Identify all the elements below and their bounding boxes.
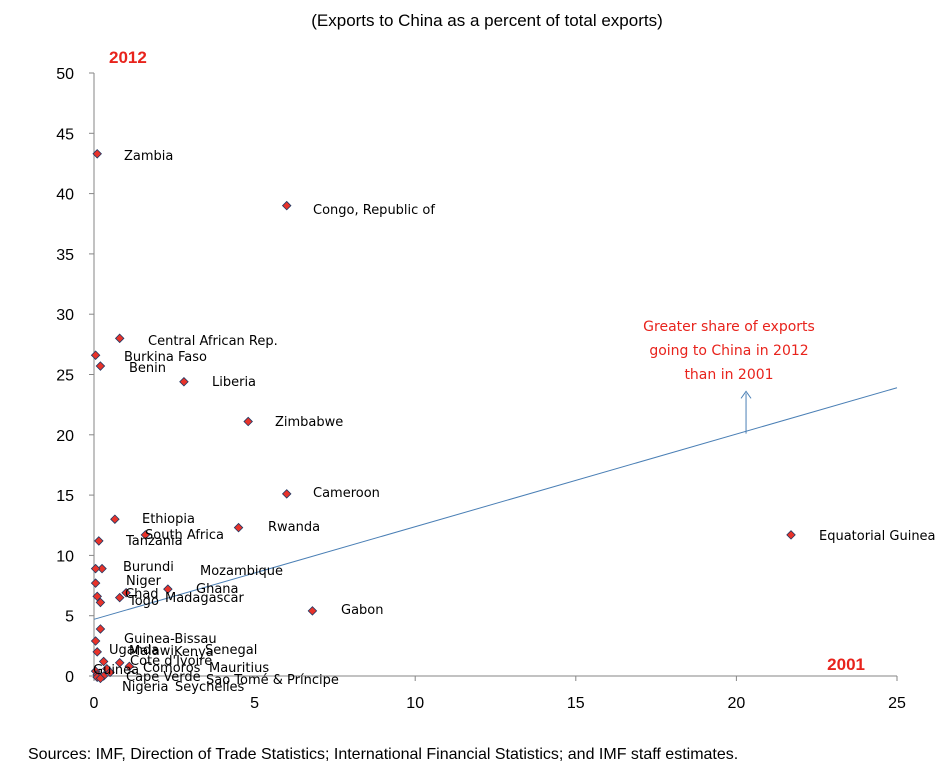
axes: 0 5 10 15 20 25 30 35 40 45 50 0 5 10 15 20 25 xyxy=(56,66,906,712)
data-point xyxy=(92,149,102,159)
y-tick-label: 15 xyxy=(56,488,74,505)
y-tick-label: 5 xyxy=(65,609,74,626)
annotation-line: going to China in 2012 xyxy=(649,343,808,359)
point-label: Malawi xyxy=(129,644,174,659)
y-tick-label: 20 xyxy=(56,428,74,445)
y-axis-label: 2012 xyxy=(109,48,147,67)
point-label: Zimbabwe xyxy=(275,415,343,430)
point-labels: Zambia Congo, Republic of Central African … xyxy=(93,149,936,695)
data-point xyxy=(98,656,109,667)
data-point xyxy=(114,333,125,344)
data-point xyxy=(124,661,135,672)
point-label: Mozambique xyxy=(200,564,283,579)
data-point xyxy=(90,350,101,360)
data-point xyxy=(179,376,189,387)
y-tick-label: 35 xyxy=(56,247,74,264)
point-label: Nigeria xyxy=(122,680,169,695)
y-ticks: 0 5 10 15 20 25 30 35 40 45 50 xyxy=(56,66,94,686)
data-point xyxy=(90,636,101,646)
point-label: Central African Rep. xyxy=(148,334,278,349)
point-label: Cote d'Ivoire xyxy=(130,654,212,669)
point-label: Mauritius xyxy=(209,661,269,676)
scatter-chart: (Exports to China as a percent of total … xyxy=(56,11,936,712)
y-tick-label: 50 xyxy=(56,66,74,83)
data-point xyxy=(95,361,106,371)
data-point xyxy=(105,667,115,678)
point-label: Madagascar xyxy=(165,591,245,606)
x-tick-label: 10 xyxy=(406,695,424,712)
point-label: Gabon xyxy=(341,603,384,618)
x-tick-label: 15 xyxy=(567,695,585,712)
data-point xyxy=(114,657,125,668)
point-label: Tanzania xyxy=(125,534,183,549)
annotation-line: than in 2001 xyxy=(684,367,773,383)
data-points xyxy=(90,149,796,684)
x-tick-label: 20 xyxy=(728,695,746,712)
point-label: Comoros xyxy=(143,661,201,676)
point-label: Kenya xyxy=(174,645,214,660)
point-label: Cameroon xyxy=(313,486,380,501)
data-point xyxy=(92,647,102,657)
point-label: Benin xyxy=(129,361,166,376)
point-label: Senegal xyxy=(205,643,257,658)
y-tick-label: 45 xyxy=(56,126,74,143)
trend-line-group xyxy=(93,387,898,620)
data-point xyxy=(140,530,151,540)
data-point xyxy=(233,522,244,533)
x-axis-label: 2001 xyxy=(827,655,865,674)
point-label: Burkina Faso xyxy=(124,350,207,365)
point-label: Burundi xyxy=(123,560,174,575)
annotation-line: Greater share of exports xyxy=(643,319,815,335)
point-label: Equatorial Guinea xyxy=(819,529,936,544)
point-label: South Africa xyxy=(145,528,224,543)
y-tick-label: 25 xyxy=(56,368,74,385)
point-label: Ethiopia xyxy=(142,512,195,527)
data-point xyxy=(97,563,107,574)
point-label: Niger xyxy=(126,574,162,589)
data-point xyxy=(95,624,106,634)
point-label: Guinea-Bissau xyxy=(124,632,217,647)
data-point xyxy=(786,530,796,540)
point-label: Congo, Republic of xyxy=(313,203,435,218)
point-label: Seychelles xyxy=(175,680,245,695)
point-label: Togo xyxy=(128,594,159,609)
trend-line xyxy=(93,387,898,620)
data-point xyxy=(110,514,120,524)
source-note: Sources: IMF, Direction of Trade Statist… xyxy=(28,746,739,763)
data-point xyxy=(243,416,253,427)
data-point xyxy=(94,536,104,546)
data-point xyxy=(307,606,318,616)
data-point xyxy=(163,584,173,594)
point-label: Zambia xyxy=(124,149,173,164)
x-tick-label: 25 xyxy=(888,695,906,712)
data-point xyxy=(92,591,102,602)
point-label: Ghana xyxy=(196,582,239,597)
data-point xyxy=(281,200,292,211)
y-tick-label: 30 xyxy=(56,307,74,324)
data-point xyxy=(95,673,106,684)
point-label: Chad xyxy=(125,587,159,602)
y-tick-label: 0 xyxy=(65,669,74,686)
point-label: Uganda xyxy=(109,643,159,658)
point-label: Cape Verde xyxy=(126,670,201,685)
point-label: Rwanda xyxy=(268,520,320,535)
point-label: Guinea xyxy=(93,663,139,678)
data-point xyxy=(114,592,125,603)
data-point xyxy=(95,597,106,608)
data-point xyxy=(121,588,131,598)
data-point xyxy=(90,563,101,574)
annotation-group: Greater share of exports going to China i… xyxy=(643,319,815,434)
point-label: Liberia xyxy=(212,375,256,390)
point-label: Sao Tomé & Príncipe xyxy=(206,673,339,688)
annotation-arrow-head xyxy=(740,390,752,399)
y-tick-label: 10 xyxy=(56,548,74,565)
x-tick-label: 0 xyxy=(90,695,99,712)
chart-subtitle: (Exports to China as a percent of total … xyxy=(311,11,663,30)
data-point xyxy=(281,489,292,499)
data-point xyxy=(90,578,101,588)
x-ticks: 0 5 10 15 20 25 xyxy=(90,676,906,712)
y-tick-label: 40 xyxy=(56,187,74,204)
x-tick-label: 5 xyxy=(250,695,259,712)
